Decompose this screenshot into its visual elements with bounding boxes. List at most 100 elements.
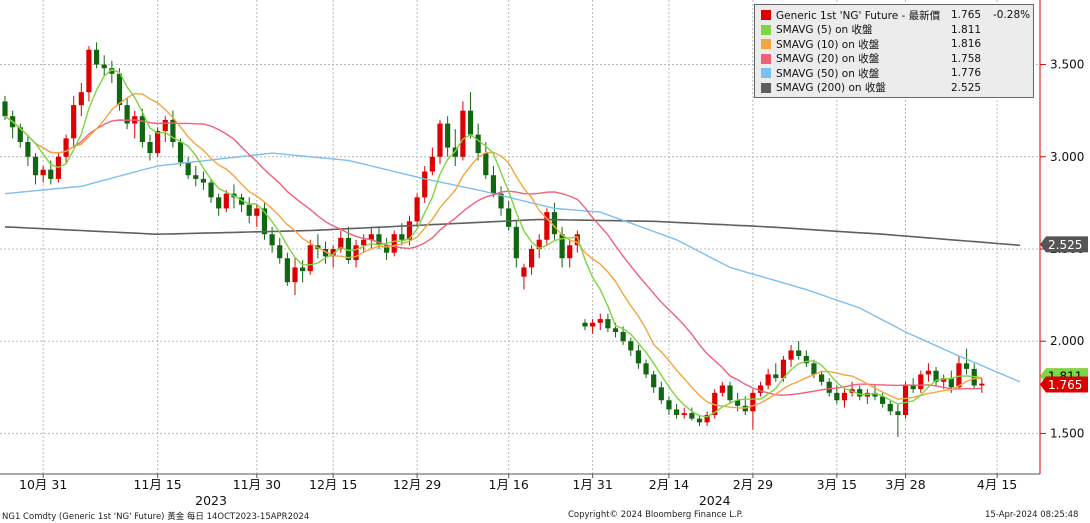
sma20-line (4, 115, 982, 396)
legend-value: 1.816 (951, 38, 982, 51)
candle-body (673, 409, 680, 415)
candle-body (300, 267, 306, 272)
candle-body (353, 245, 359, 261)
candle-body (544, 212, 550, 240)
candle-body (704, 414, 710, 423)
candle-body (933, 370, 939, 382)
candle-body (681, 413, 687, 415)
candle-body (521, 267, 527, 277)
candle-body (834, 392, 840, 401)
legend-item-sma10: SMAVG (10) on 收盤 1.816 (761, 37, 1029, 52)
candle-body (25, 142, 31, 157)
candle-body (93, 49, 100, 65)
legend-name: Generic 1st 'NG' Future - 最新價 (776, 9, 941, 22)
legend-swatch-sma200 (761, 82, 771, 93)
legend-item-price: Generic 1st 'NG' Future - 最新價 1.765 -0.2… (761, 8, 1031, 23)
candle-body (895, 411, 901, 415)
candle-body (445, 123, 451, 148)
x-year-label: 2023 (195, 493, 227, 508)
footer-timestamp: 15-Apr-2024 08:25:48 (985, 510, 1079, 520)
x-tick-label: 2月 14 (649, 477, 689, 492)
candle-body (391, 234, 397, 253)
candle-body (658, 387, 664, 401)
legend-swatch-sma5 (761, 24, 771, 35)
candle-body (979, 383, 985, 386)
x-tick-label: 1月 16 (489, 477, 529, 492)
candle-body (750, 392, 756, 412)
candle-body (498, 193, 504, 209)
candle-body (696, 418, 703, 423)
candle-body (139, 116, 145, 143)
candle-body (582, 322, 588, 327)
candle-body (32, 156, 39, 176)
legend-swatch-sma10 (761, 39, 771, 50)
candle-body (200, 178, 207, 183)
candle-body (467, 110, 474, 135)
candle-body (719, 385, 725, 393)
candle-body (155, 130, 161, 154)
candle-body (811, 363, 817, 375)
candle-body (63, 138, 69, 157)
last-price-label: 2.525 (1048, 238, 1082, 252)
candle-body (246, 204, 252, 216)
legend-name: SMAVG (20) on 收盤 (776, 53, 880, 66)
x-tick-label: 10月 31 (19, 477, 67, 492)
candle-body (689, 413, 695, 419)
candle-body (818, 374, 825, 382)
legend-item-sma200: SMAVG (200) on 收盤 2.525 (761, 81, 1029, 96)
candle-body (414, 197, 420, 222)
candle-body (483, 153, 489, 176)
sma10-line (4, 92, 982, 409)
candle-body (727, 385, 733, 401)
candle-body (528, 248, 535, 268)
candle-body (788, 350, 794, 360)
candle-body (597, 319, 603, 323)
candle-body (330, 248, 336, 257)
candle-body (17, 127, 23, 143)
candle-body (757, 385, 764, 393)
candle-body (86, 49, 92, 93)
candle-body (71, 105, 77, 139)
legend-item-sma50: SMAVG (50) on 收盤 1.776 (761, 66, 1029, 81)
candle-body (590, 322, 596, 327)
candle-body (361, 239, 367, 246)
candle-body (887, 403, 893, 412)
x-tick-label: 4月 15 (977, 477, 1017, 492)
candle-body (567, 245, 573, 259)
candle-body (857, 389, 863, 397)
candle-body (368, 234, 374, 240)
candle-body (551, 212, 558, 235)
candle-body (48, 169, 54, 179)
chart-legend: Generic 1st 'NG' Future - 最新價 1.765 -0.2… (754, 4, 1034, 98)
x-tick-label: 12月 29 (393, 477, 441, 492)
candle-body (383, 245, 390, 253)
candle-body (162, 119, 168, 131)
legend-item-sma5: SMAVG (5) on 收盤 1.811 (761, 23, 1029, 38)
candle-body (261, 208, 268, 235)
candle-body (506, 208, 512, 227)
candle-body (307, 245, 313, 272)
candle-body (559, 234, 565, 259)
candle-body (536, 239, 542, 249)
candle-body (177, 142, 184, 163)
candle-body (712, 392, 718, 415)
candle-body (918, 374, 924, 390)
candle-body (406, 221, 413, 240)
candle-body (460, 110, 466, 157)
candle-body (925, 370, 932, 375)
y-tick-label: 3.000 (1050, 150, 1084, 164)
candle-body (841, 392, 848, 401)
legend-change: -0.28% (993, 9, 1031, 22)
candle-body (666, 400, 672, 410)
candle-body (109, 68, 115, 74)
candle-body (101, 64, 107, 69)
candle-body (826, 381, 832, 393)
candle-body (574, 234, 580, 246)
candle-body (292, 267, 298, 283)
y-tick-label: 2.000 (1050, 334, 1084, 348)
candle-body (803, 355, 809, 364)
x-tick-label: 1月 31 (572, 477, 612, 492)
candle-body (284, 258, 290, 283)
candle-body (429, 156, 435, 172)
